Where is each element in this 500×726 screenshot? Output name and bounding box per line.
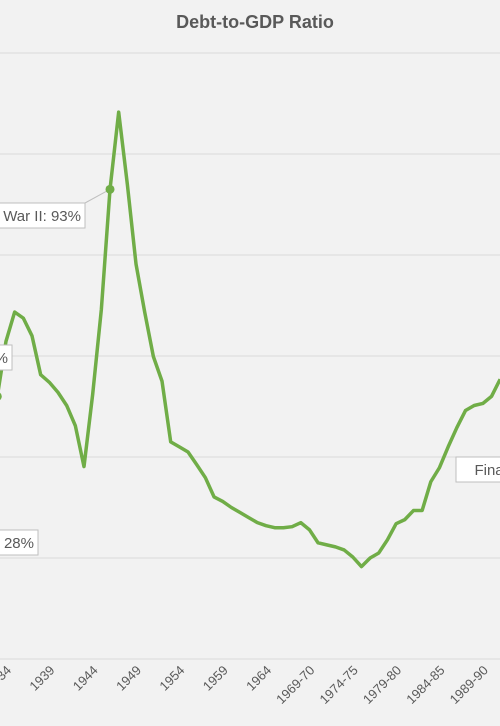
data-line xyxy=(0,110,500,569)
data-point xyxy=(105,184,115,194)
annotation-box xyxy=(0,202,86,229)
annotation: 28% xyxy=(4,535,34,552)
leader-line xyxy=(84,188,111,204)
annotation-box xyxy=(0,344,13,371)
data-point xyxy=(0,392,2,400)
annotation: % xyxy=(0,350,8,367)
annotation-box xyxy=(455,456,500,483)
chart-title: Debt-to-GDP Ratio xyxy=(176,12,334,32)
annotation-box xyxy=(0,529,39,556)
annotation: War II: 93% xyxy=(3,208,81,225)
annotation: Finan xyxy=(474,462,500,479)
